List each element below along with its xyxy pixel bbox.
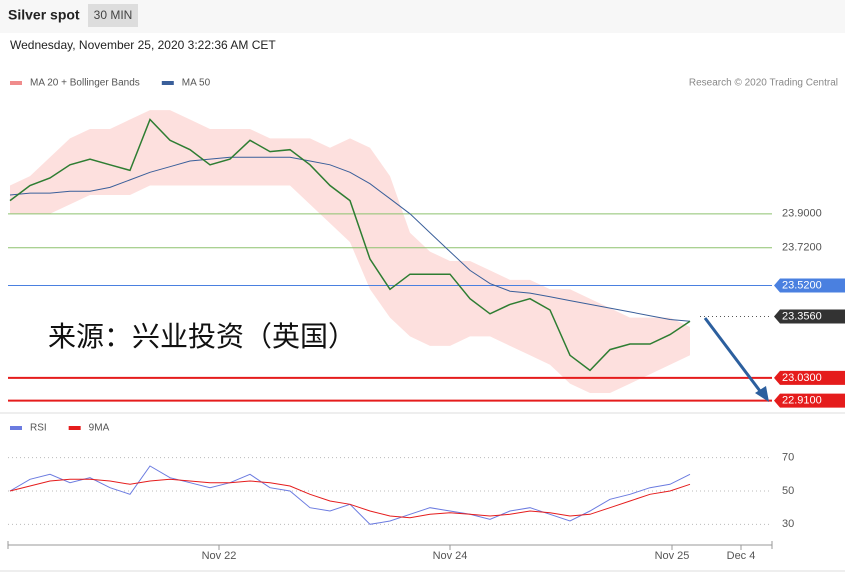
level-label: 23.9000 (782, 208, 822, 220)
legend-label: 9MA (89, 423, 110, 434)
timestamp: Wednesday, November 25, 2020 3:22:36 AM … (10, 38, 276, 52)
level-tag (774, 309, 845, 324)
interval-button[interactable] (88, 4, 138, 27)
y-tick-label: 50 (782, 485, 794, 497)
level-tag (774, 370, 845, 385)
header-bar (0, 0, 845, 33)
level-label: 23.3560 (782, 310, 822, 322)
level-label: 23.7200 (782, 242, 822, 254)
level-tag (774, 278, 845, 293)
instrument-title: Silver spot (8, 7, 80, 23)
legend-label: MA 20 + Bollinger Bands (30, 78, 140, 89)
x-tick-label: Dec 4 (727, 550, 756, 562)
level-label: 22.9100 (782, 394, 822, 406)
level-tag (774, 393, 845, 408)
watermark: 来源：兴业投资（英国） (48, 320, 356, 353)
legend-swatch (10, 81, 22, 85)
legend-swatch (10, 426, 22, 430)
legend-label: RSI (30, 423, 47, 434)
price-line (9, 118, 691, 372)
level-label: 23.5200 (782, 279, 822, 291)
level-label: 23.0300 (782, 372, 822, 384)
ma50-line (9, 156, 691, 322)
rsi-line-1 (9, 478, 691, 519)
credit: Research © 2020 Trading Central (689, 78, 838, 89)
legend-swatch (161, 81, 174, 85)
y-tick-label: 30 (782, 518, 794, 530)
x-tick-label: Nov 25 (655, 550, 690, 562)
rsi-line-0 (9, 465, 691, 525)
x-tick-label: Nov 22 (202, 550, 237, 562)
y-tick-label: 70 (782, 452, 794, 464)
bollinger-band (10, 110, 690, 393)
legend-swatch (68, 426, 81, 430)
arrow-head (755, 386, 769, 402)
forecast-arrow (703, 317, 765, 396)
interval-label[interactable]: 30 MIN (94, 8, 133, 22)
legend-label: MA 50 (182, 78, 211, 89)
x-tick-label: Nov 24 (433, 550, 468, 562)
